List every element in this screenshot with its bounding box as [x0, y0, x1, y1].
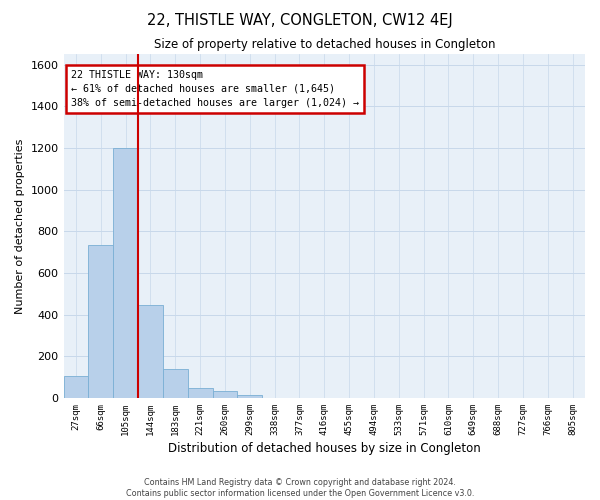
Bar — [238, 395, 262, 398]
Bar — [113, 148, 138, 398]
Text: 22 THISTLE WAY: 130sqm
← 61% of detached houses are smaller (1,645)
38% of semi-: 22 THISTLE WAY: 130sqm ← 61% of detached… — [71, 70, 359, 108]
Bar — [64, 376, 88, 398]
Title: Size of property relative to detached houses in Congleton: Size of property relative to detached ho… — [154, 38, 495, 51]
Bar — [212, 392, 238, 398]
Text: Contains HM Land Registry data © Crown copyright and database right 2024.
Contai: Contains HM Land Registry data © Crown c… — [126, 478, 474, 498]
Y-axis label: Number of detached properties: Number of detached properties — [15, 138, 25, 314]
Text: 22, THISTLE WAY, CONGLETON, CW12 4EJ: 22, THISTLE WAY, CONGLETON, CW12 4EJ — [147, 12, 453, 28]
Bar — [88, 244, 113, 398]
Bar — [188, 388, 212, 398]
Bar — [163, 369, 188, 398]
X-axis label: Distribution of detached houses by size in Congleton: Distribution of detached houses by size … — [168, 442, 481, 455]
Bar — [138, 306, 163, 398]
